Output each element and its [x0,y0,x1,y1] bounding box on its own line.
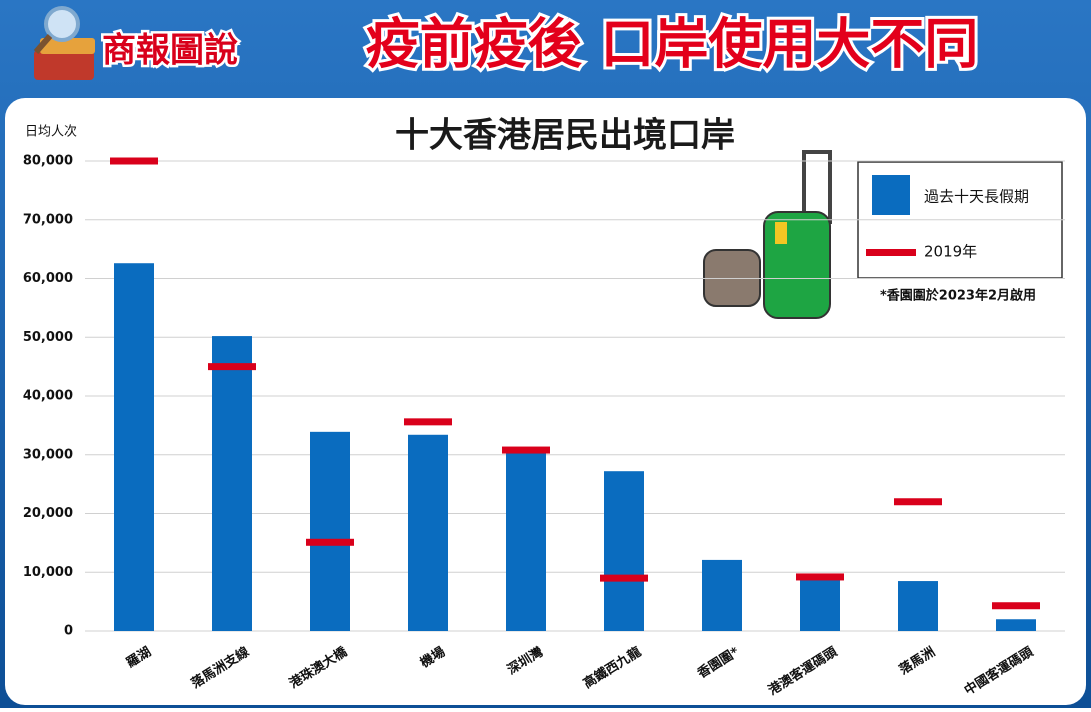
marker-2019 [110,158,158,165]
bar [702,560,742,631]
bar [506,452,546,631]
marker-2019 [502,447,550,454]
logo-text: 商報圖說 [102,31,238,71]
legend-swatch [872,175,910,215]
legend-label: 2019年 [924,243,977,261]
y-tick-label: 30,000 [23,447,73,462]
legend-swatch [866,249,916,256]
y-tick-label: 0 [64,624,73,639]
banner-title: 疫前疫後 口岸使用大不同 [366,13,979,76]
marker-2019 [600,575,648,582]
marker-2019 [404,418,452,425]
page: {"header": {"logo": "商報圖說", "title": "疫前… [0,0,1091,712]
bar [114,263,154,631]
y-tick-label: 60,000 [23,271,73,286]
bar [898,581,938,631]
bar [310,432,350,631]
note: *香園圍於2023年2月啟用 [880,288,1036,304]
marker-2019 [894,498,942,505]
marker-2019 [796,573,844,580]
y-tick-label: 80,000 [23,154,73,169]
y-tick-label: 20,000 [23,506,73,521]
bar [996,619,1036,631]
bar [604,471,644,631]
chart-title: 十大香港居民出境口岸 [395,116,735,156]
y-axis-label: 日均人次 [25,124,77,140]
y-tick-label: 10,000 [23,565,73,580]
marker-2019 [208,363,256,370]
bar [212,336,252,631]
y-tick-label: 40,000 [23,389,73,404]
chart: 商報圖說 疫前疫後 口岸使用大不同 十大香港居民出境口岸 日均人次 *香園圍於2… [0,0,1091,708]
marker-2019 [306,539,354,546]
bar [800,579,840,631]
y-tick-label: 70,000 [23,212,73,227]
legend-label: 過去十天長假期 [924,188,1029,206]
bar [408,435,448,631]
marker-2019 [992,602,1040,609]
y-tick-label: 50,000 [23,330,73,345]
